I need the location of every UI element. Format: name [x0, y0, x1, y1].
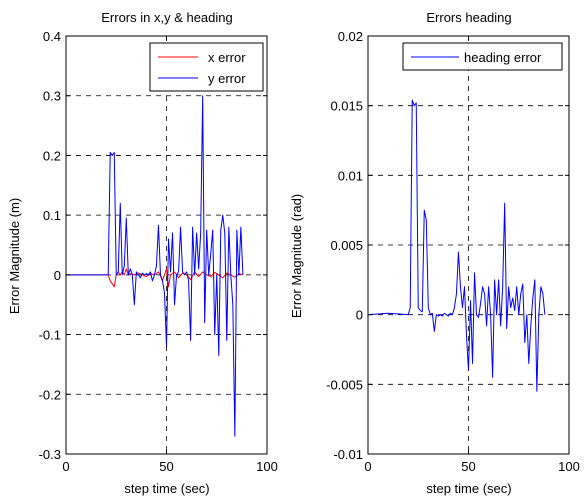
- x-tick-label: 50: [461, 459, 475, 474]
- y-tick-label: -0.3: [39, 447, 61, 462]
- x-tick-label: 0: [62, 459, 69, 474]
- legend-label-heading-error: heading error: [464, 50, 542, 65]
- y-tick-label: 0: [356, 308, 363, 323]
- y-tick-label: 0.015: [330, 99, 363, 114]
- legend: x error y error: [149, 42, 264, 92]
- ticks: 0.40.30.20.10-0.1-0.2-0.30 50 100: [39, 29, 278, 474]
- x-axis-label: step time (sec): [124, 481, 209, 496]
- y-tick-label: 0.4: [43, 29, 61, 44]
- y-tick-label: 0.005: [330, 238, 363, 253]
- x-tick-label: 0: [364, 459, 371, 474]
- y-axis-label: Error Magnitude (rad): [289, 194, 304, 318]
- chart-title: Errors heading: [426, 10, 511, 25]
- y-tick-label: -0.1: [39, 328, 61, 343]
- legend-label-y-error: y error: [208, 71, 246, 86]
- y-tick-label: 0.02: [338, 29, 363, 44]
- legend-label-x-error: x error: [208, 50, 246, 65]
- chart-title: Errors in x,y & heading: [101, 10, 233, 25]
- legend-box: [149, 42, 264, 92]
- legend-box: [402, 42, 563, 71]
- x-axis-label: step time (sec): [426, 481, 511, 496]
- series-line-heading-error: [367, 99, 546, 392]
- chart-xy-errors: Errors in x,y & heading step time (sec) …: [7, 10, 278, 496]
- y-tick-label: -0.2: [39, 387, 61, 402]
- x-tick-label: 100: [558, 459, 580, 474]
- y-tick-label: -0.01: [333, 447, 363, 462]
- x-tick-label: 100: [256, 459, 278, 474]
- y-tick-label: 0.1: [43, 208, 61, 223]
- chart-heading-error: Errors heading step time (sec) Error Mag…: [289, 10, 580, 496]
- y-tick-label: 0.01: [338, 168, 363, 183]
- y-tick-label: 0.3: [43, 89, 61, 104]
- x-tick-label: 50: [159, 459, 173, 474]
- legend: heading error: [402, 42, 563, 71]
- series-line-y-error: [66, 95, 244, 437]
- y-tick-label: -0.005: [326, 377, 363, 392]
- series-line-x-error: [66, 268, 244, 288]
- plot-lines: [66, 95, 244, 437]
- y-axis-label: Error Magnitude (m): [7, 198, 22, 314]
- y-tick-label: 0.2: [43, 148, 61, 163]
- y-tick-label: 0: [54, 268, 61, 283]
- plot-lines: [367, 99, 546, 392]
